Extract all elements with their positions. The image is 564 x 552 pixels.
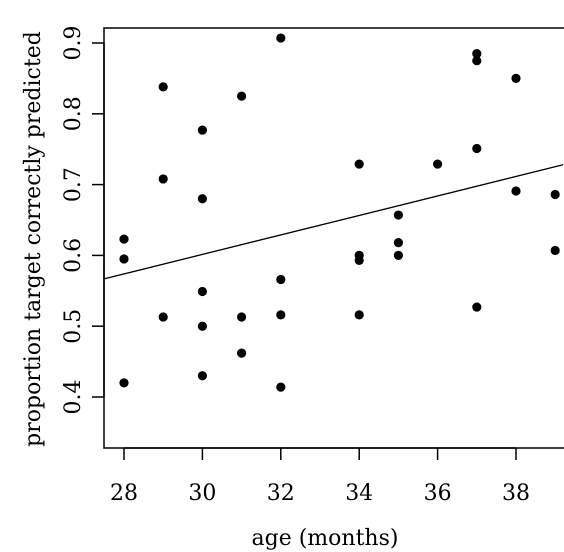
data-point <box>237 91 247 101</box>
data-point <box>393 210 403 220</box>
data-point <box>550 189 560 200</box>
data-point <box>354 159 364 169</box>
data-point <box>119 234 129 244</box>
data-point <box>119 254 129 264</box>
data-point <box>197 194 207 204</box>
data-point <box>276 274 286 285</box>
data-point <box>511 186 521 196</box>
x-tick-label: 34 <box>345 481 373 506</box>
y-tick-label: 0.6 <box>61 238 86 273</box>
data-point <box>550 245 560 256</box>
data-point <box>276 310 286 320</box>
data-point <box>433 159 443 169</box>
data-point <box>472 143 482 154</box>
data-point <box>158 312 168 322</box>
data-point <box>197 371 207 381</box>
data-point <box>354 310 364 320</box>
x-axis: 28 30 32 34 36 38 <box>110 447 530 506</box>
data-point <box>393 238 403 248</box>
x-tick-label: 38 <box>502 481 530 506</box>
data-point <box>237 312 247 322</box>
data-point <box>276 33 286 43</box>
data-point <box>472 56 482 66</box>
data-point <box>276 382 286 392</box>
y-tick-label: 0.4 <box>61 380 86 415</box>
data-point <box>354 255 364 265</box>
data-point <box>197 125 207 135</box>
data-point <box>511 73 521 83</box>
regression-line <box>104 164 564 280</box>
y-tick-label: 0.9 <box>61 26 86 61</box>
x-axis-label: age (months) <box>252 526 399 551</box>
data-point <box>472 302 482 312</box>
x-tick-label: 30 <box>188 481 216 506</box>
data-point <box>119 378 129 388</box>
y-tick-label: 0.8 <box>61 96 86 131</box>
y-tick-label: 0.7 <box>61 167 86 202</box>
data-point <box>472 49 482 59</box>
plot-frame <box>103 27 564 449</box>
data-point <box>197 286 207 297</box>
data-points <box>119 33 560 392</box>
data-point <box>158 82 168 92</box>
data-point <box>237 348 247 358</box>
data-point <box>197 321 207 331</box>
x-tick-label: 32 <box>267 481 295 506</box>
y-tick-label: 0.5 <box>61 309 86 344</box>
data-point <box>393 250 403 260</box>
x-tick-label: 28 <box>110 481 138 506</box>
y-axis: 0.4 0.5 0.6 0.7 0.8 0.9 <box>61 26 105 415</box>
x-tick-label: 36 <box>424 481 452 506</box>
data-point <box>158 174 168 184</box>
y-axis-label: proportion target correctly predicted <box>21 31 46 447</box>
